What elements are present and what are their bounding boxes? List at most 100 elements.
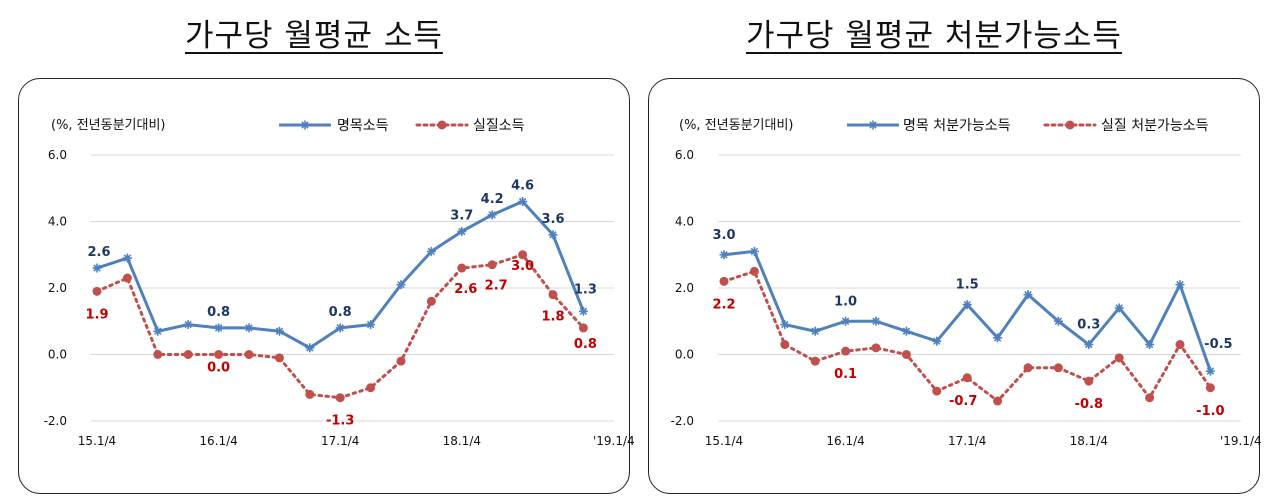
data-point-real xyxy=(457,263,467,273)
x-tick-label: '19.1/4 xyxy=(1220,434,1262,448)
data-point-nominal xyxy=(1023,290,1033,300)
data-point-nominal xyxy=(1053,316,1063,326)
data-label-real: 1.9 xyxy=(85,307,108,322)
data-point-real xyxy=(274,353,284,363)
data-point-real xyxy=(810,356,820,366)
data-label-real: -1.0 xyxy=(1196,404,1224,419)
legend-label: 실질 처분가능소득 xyxy=(1101,118,1209,134)
x-tick-label: 17.1/4 xyxy=(321,434,359,448)
data-point-real xyxy=(1023,363,1033,373)
series-line-real xyxy=(722,269,1212,403)
income-chart-panel: 6.0 4.0 2.0 0.0 -2.0 15.1/4 16.1/4 17.1/4 18.1/4… xyxy=(18,78,635,494)
data-point-real xyxy=(1084,376,1094,386)
data-label-nominal: 4.2 xyxy=(481,192,504,207)
data-point-nominal xyxy=(426,246,436,256)
data-point-nominal xyxy=(932,336,942,346)
data-point-nominal xyxy=(719,250,729,260)
data-point-real xyxy=(993,396,1003,406)
data-point-real xyxy=(548,290,558,300)
data-point-nominal xyxy=(366,320,376,330)
data-point-real xyxy=(780,340,790,350)
data-label-nominal: 3.7 xyxy=(450,208,473,223)
data-label-nominal: 3.6 xyxy=(541,212,564,227)
data-point-real xyxy=(1175,340,1185,350)
x-tick-label: 16.1/4 xyxy=(199,434,237,448)
data-point-nominal xyxy=(1114,303,1124,313)
data-label-real: 3.0 xyxy=(511,259,534,274)
data-point-nominal xyxy=(871,316,881,326)
data-point-real xyxy=(366,383,376,393)
data-point-real xyxy=(932,386,942,396)
data-point-real xyxy=(183,350,193,359)
legend-marker-real xyxy=(1065,120,1075,130)
data-point-nominal xyxy=(244,323,254,333)
data-point-real xyxy=(1205,383,1215,393)
x-tick-label: 15.1/4 xyxy=(705,434,743,448)
data-label-real: -0.7 xyxy=(949,394,977,409)
unit-label: (%, 전년동분기대비) xyxy=(51,118,165,133)
x-tick-label: 16.1/4 xyxy=(826,434,864,448)
data-label-real: 0.0 xyxy=(207,361,230,376)
data-label-nominal: 2.6 xyxy=(87,245,110,260)
data-point-nominal xyxy=(183,320,193,330)
data-point-real xyxy=(92,286,102,296)
data-label-nominal: 4.6 xyxy=(511,179,534,194)
data-label-real: 2.7 xyxy=(485,279,508,294)
data-point-nominal xyxy=(578,306,588,316)
data-point-real xyxy=(1114,353,1124,363)
data-label-real: 0.8 xyxy=(574,337,597,352)
data-point-nominal xyxy=(1145,340,1155,350)
data-label-real: -0.8 xyxy=(1075,397,1103,412)
data-point-nominal xyxy=(780,320,790,330)
data-point-nominal xyxy=(1175,280,1185,290)
x-tick-label: 15.1/4 xyxy=(78,434,116,448)
data-point-real xyxy=(841,346,851,356)
data-point-real xyxy=(1145,393,1155,403)
y-tick-label: 4.0 xyxy=(48,215,67,229)
data-label-nominal: 0.8 xyxy=(207,305,230,320)
data-point-nominal xyxy=(335,323,345,333)
data-point-nominal xyxy=(1084,340,1094,350)
data-label-real: 0.1 xyxy=(834,367,857,382)
data-label-real: 1.8 xyxy=(541,310,564,325)
data-point-nominal xyxy=(841,316,851,326)
data-point-real xyxy=(305,389,315,399)
data-point-nominal xyxy=(548,230,558,240)
data-point-real xyxy=(871,343,881,353)
data-point-nominal xyxy=(396,280,406,290)
y-tick-label: 0.0 xyxy=(675,348,694,362)
series-line-nominal xyxy=(723,249,1212,372)
data-label-nominal: 1.0 xyxy=(834,294,857,309)
data-label-nominal: 1.3 xyxy=(574,282,597,297)
data-point-nominal xyxy=(122,253,132,263)
data-label-real: 2.2 xyxy=(712,297,735,312)
y-tick-label: -2.0 xyxy=(44,414,67,428)
x-tick-label: 18.1/4 xyxy=(1070,434,1108,448)
y-tick-label: 6.0 xyxy=(675,148,694,162)
data-point-nominal xyxy=(518,197,528,207)
data-point-real xyxy=(214,350,224,359)
data-point-nominal xyxy=(274,326,284,336)
data-point-nominal xyxy=(214,323,224,333)
y-tick-label: 0.0 xyxy=(48,348,67,362)
data-point-real xyxy=(1053,363,1063,373)
data-label-nominal: 0.8 xyxy=(329,305,352,320)
data-point-real xyxy=(719,276,729,286)
y-tick-label: 2.0 xyxy=(48,281,67,295)
data-label-nominal: 0.3 xyxy=(1077,318,1100,333)
data-point-nominal xyxy=(92,263,102,273)
data-point-nominal xyxy=(153,326,163,336)
data-point-nominal xyxy=(993,333,1003,343)
data-point-nominal xyxy=(749,246,759,256)
data-point-real xyxy=(122,273,132,283)
data-point-nominal xyxy=(305,343,315,353)
y-tick-label: 4.0 xyxy=(675,215,694,229)
y-tick-label: 6.0 xyxy=(48,148,67,162)
income-chart: 6.0 4.0 2.0 0.0 -2.0 15.1/4 16.1/4 17.1/4 18.1/4… xyxy=(44,118,635,448)
legend-label: 명목 처분가능소득 xyxy=(903,118,1011,134)
y-tick-label: -2.0 xyxy=(671,414,694,428)
data-label-nominal: 1.5 xyxy=(956,278,979,293)
data-point-real xyxy=(244,350,254,359)
data-point-real xyxy=(487,260,497,270)
legend-label: 명목소득 xyxy=(337,118,389,134)
